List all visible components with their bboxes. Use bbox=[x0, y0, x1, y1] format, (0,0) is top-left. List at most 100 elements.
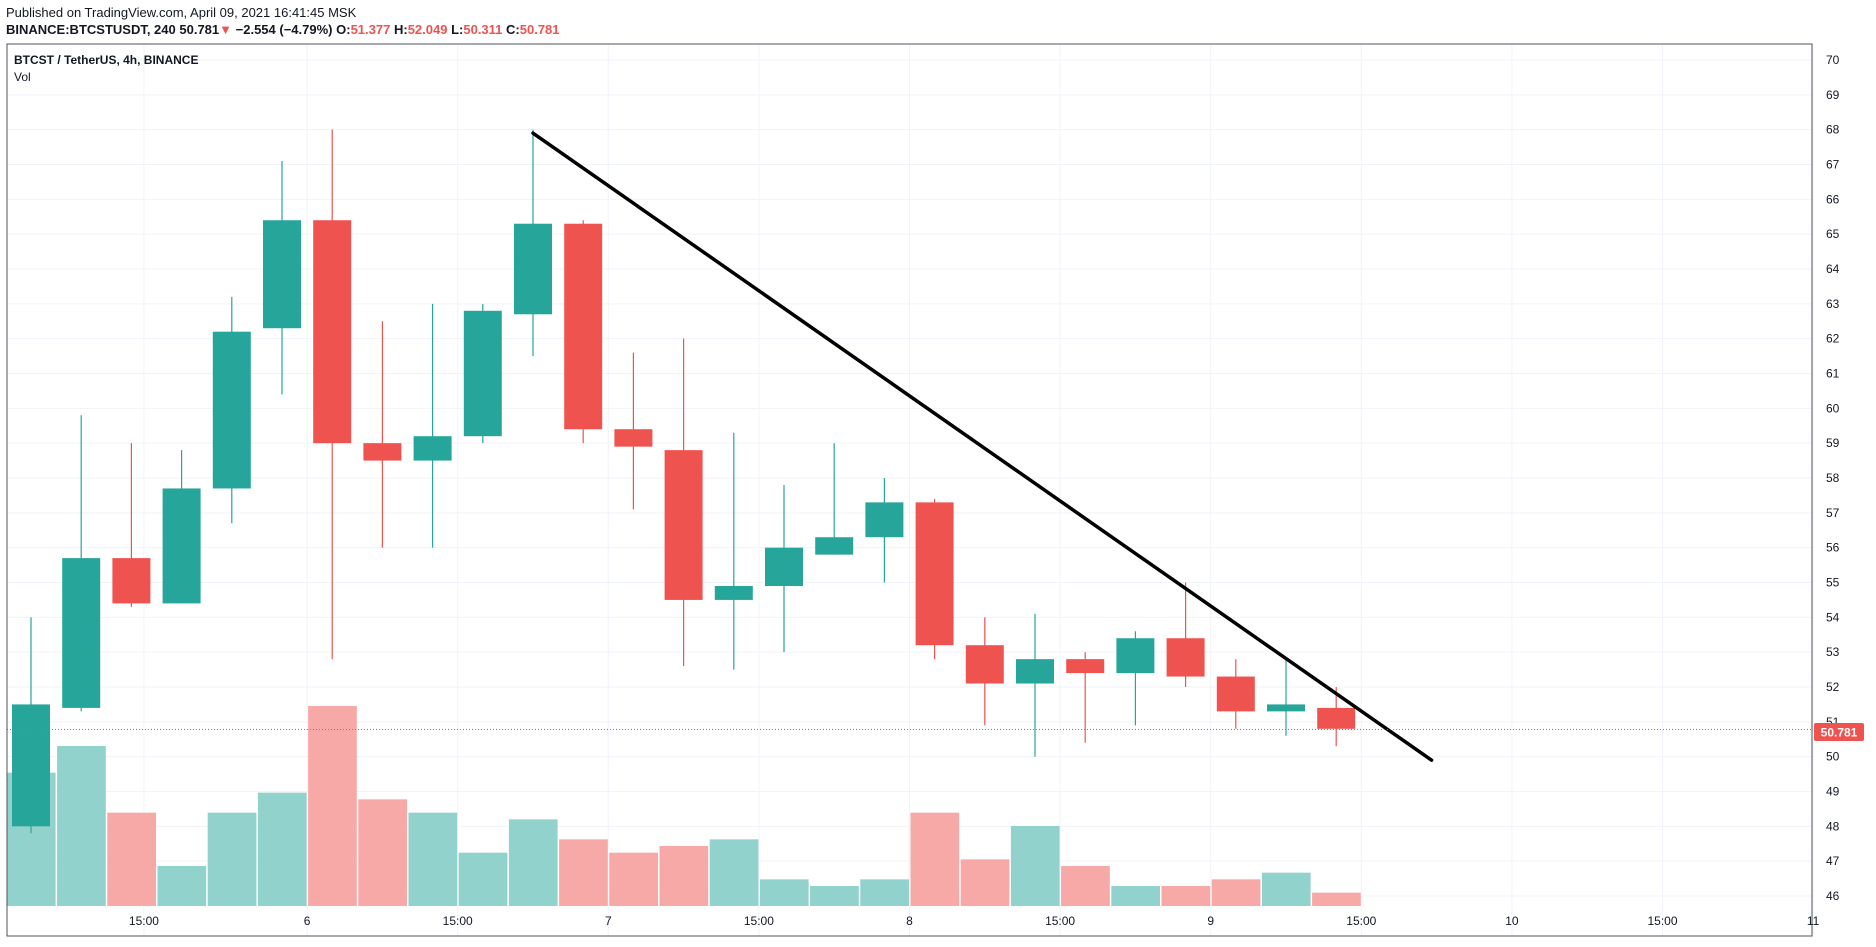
volume-bar bbox=[709, 839, 759, 906]
candle bbox=[1317, 687, 1356, 747]
volume-bar bbox=[960, 859, 1010, 906]
price-tick-label: 65 bbox=[1826, 227, 1840, 241]
volume-bar bbox=[308, 706, 357, 906]
candle bbox=[865, 478, 904, 583]
candle-body bbox=[1116, 638, 1155, 674]
candle bbox=[263, 161, 301, 395]
candle bbox=[162, 450, 201, 604]
volume-bar bbox=[107, 812, 156, 906]
time-axis[interactable]: 15:00 6 15:00 7 15:00 8 15:00 9 15:00 10 15:00 11 bbox=[129, 914, 1820, 928]
candle-body bbox=[865, 502, 904, 538]
close-label: C: bbox=[506, 22, 520, 37]
price-tick-label: 48 bbox=[1826, 819, 1840, 833]
volume-bar bbox=[508, 819, 558, 906]
time-tick-label: 9 bbox=[1207, 914, 1214, 928]
volume-bar bbox=[408, 812, 458, 906]
candle-body bbox=[463, 310, 502, 437]
time-tick-label: 15:00 bbox=[443, 914, 473, 928]
candle-body bbox=[413, 436, 452, 461]
volume-bars bbox=[6, 706, 1361, 906]
candle bbox=[1016, 613, 1054, 757]
open-label: O: bbox=[336, 22, 351, 37]
candle-body bbox=[112, 558, 151, 604]
time-tick-label: 6 bbox=[304, 914, 311, 928]
price-tick-label: 68 bbox=[1826, 123, 1840, 137]
price-tick-label: 52 bbox=[1826, 680, 1840, 694]
time-tick-label: 15:00 bbox=[1346, 914, 1376, 928]
time-tick-label: 15:00 bbox=[744, 914, 774, 928]
price-tick-label: 50 bbox=[1826, 750, 1840, 764]
price-tick-label: 53 bbox=[1826, 645, 1840, 659]
candle bbox=[62, 415, 101, 712]
candle-body bbox=[915, 502, 954, 646]
candle-body bbox=[815, 537, 854, 555]
last-value: 50.781 bbox=[179, 22, 220, 37]
volume-bar bbox=[1061, 866, 1110, 906]
candle-body bbox=[614, 429, 653, 447]
candle-body bbox=[664, 450, 703, 600]
price-tick-label: 58 bbox=[1826, 471, 1840, 485]
low-label: L: bbox=[451, 22, 464, 37]
candle-body bbox=[1016, 659, 1054, 684]
trendline[interactable] bbox=[531, 131, 1434, 762]
candle bbox=[1216, 659, 1255, 729]
volume-bar bbox=[207, 812, 257, 906]
candle-body bbox=[1216, 676, 1255, 712]
price-tick-label: 67 bbox=[1826, 158, 1840, 172]
change-value: −2.554 (−4.79%) bbox=[235, 22, 333, 37]
price-tick-label: 63 bbox=[1826, 297, 1840, 311]
volume-bar bbox=[659, 846, 709, 906]
price-axis[interactable]: 4647484950515253545556575859606162636465… bbox=[1826, 53, 1840, 903]
candle-body bbox=[313, 220, 352, 444]
time-tick-label: 15:00 bbox=[129, 914, 159, 928]
legend: BTCST / TetherUS, 4h, BINANCE Vol bbox=[14, 52, 198, 86]
candle bbox=[514, 129, 552, 357]
open-value: 51.377 bbox=[350, 22, 391, 37]
volume-bar bbox=[257, 792, 307, 906]
volume-bar bbox=[759, 879, 809, 906]
plot-border bbox=[6, 43, 1813, 937]
price-tick-label: 62 bbox=[1826, 332, 1840, 346]
time-tick-label: 11 bbox=[1807, 914, 1820, 928]
candle bbox=[915, 498, 954, 660]
volume-bar bbox=[910, 812, 960, 906]
price-tick-label: 56 bbox=[1826, 541, 1840, 555]
trendline-segment bbox=[531, 131, 1434, 762]
candle-body bbox=[564, 223, 603, 430]
volume-bar bbox=[57, 746, 106, 906]
candle bbox=[765, 484, 803, 653]
candle-body bbox=[765, 547, 803, 586]
legend-title[interactable]: BTCST / TetherUS, 4h, BINANCE bbox=[14, 53, 199, 67]
volume-bar bbox=[810, 886, 859, 906]
volume-bar bbox=[1010, 826, 1060, 906]
candle bbox=[564, 220, 603, 444]
volume-bar bbox=[559, 839, 608, 906]
candle-body bbox=[1166, 638, 1205, 677]
candle bbox=[614, 352, 653, 510]
candle bbox=[313, 129, 352, 660]
candle-body bbox=[212, 331, 251, 489]
price-tick-label: 60 bbox=[1826, 401, 1840, 415]
candle-body bbox=[263, 220, 301, 329]
high-label: H: bbox=[393, 22, 408, 37]
candle bbox=[12, 617, 50, 834]
high-value: 52.049 bbox=[407, 22, 448, 37]
price-tick-label: 69 bbox=[1826, 88, 1840, 102]
ohlc-line: BINANCE:BTCSTUSDT, 240 50.781▼ −2.554 (−… bbox=[6, 21, 560, 38]
price-tick-label: 54 bbox=[1826, 610, 1840, 624]
candle-body bbox=[1267, 704, 1305, 712]
candle bbox=[1267, 659, 1305, 736]
legend-volume[interactable]: Vol bbox=[14, 70, 31, 84]
candle-body bbox=[162, 488, 201, 604]
price-tick-label: 55 bbox=[1826, 576, 1840, 590]
last-price-badge: 50.781 bbox=[1814, 723, 1864, 741]
candle bbox=[112, 443, 151, 607]
time-tick-label: 7 bbox=[605, 914, 612, 928]
candle bbox=[1066, 652, 1105, 743]
time-tick-label: 8 bbox=[906, 914, 913, 928]
candle bbox=[965, 617, 1004, 726]
volume-bar bbox=[157, 866, 207, 906]
candles[interactable] bbox=[12, 129, 1356, 834]
